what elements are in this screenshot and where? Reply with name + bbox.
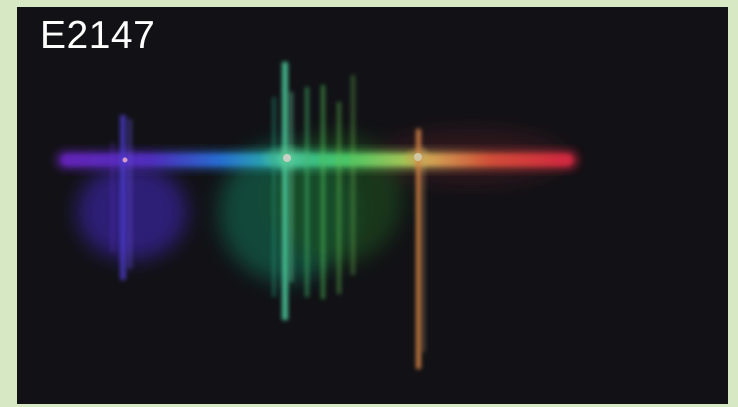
spectrum-illustration	[17, 7, 728, 404]
spectrum-photo: E2147	[17, 7, 728, 404]
image-label: E2147	[40, 14, 156, 57]
